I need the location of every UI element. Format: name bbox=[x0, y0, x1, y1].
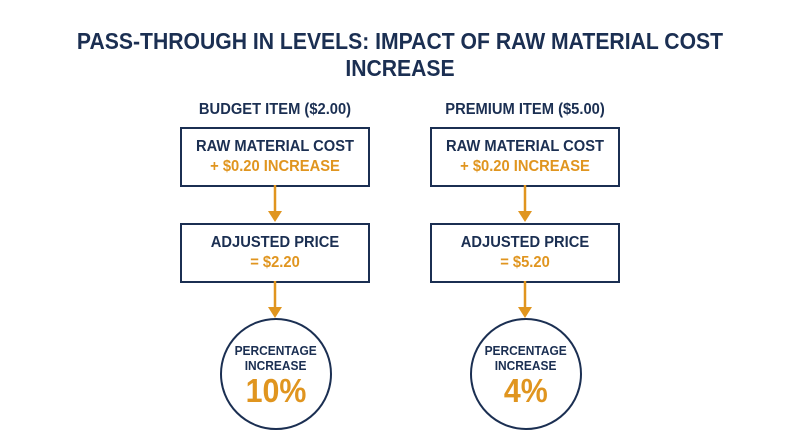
column-header: PREMIUM ITEM ($5.00) bbox=[445, 101, 605, 118]
circle-label: PERCENTAGE bbox=[234, 343, 318, 358]
down-arrow-icon bbox=[518, 185, 532, 222]
down-arrow-icon bbox=[268, 281, 282, 318]
down-arrow-icon bbox=[268, 185, 282, 222]
percentage-value: 10% bbox=[245, 372, 307, 409]
adjusted-price-box: ADJUSTED PRICE = $2.20 bbox=[180, 223, 370, 283]
circle-label: PERCENTAGE bbox=[484, 343, 568, 358]
box-label: RAW MATERIAL COST bbox=[195, 138, 355, 155]
down-arrow-icon bbox=[518, 281, 532, 318]
percentage-value: 4% bbox=[504, 372, 548, 409]
percentage-increase-circle: PERCENTAGE INCREASE 10% bbox=[220, 318, 332, 430]
box-value: = $2.20 bbox=[250, 254, 300, 271]
circle-label: INCREASE bbox=[495, 358, 557, 373]
box-label: RAW MATERIAL COST bbox=[445, 138, 605, 155]
percentage-increase-circle: PERCENTAGE INCREASE 4% bbox=[470, 318, 582, 430]
box-label: ADJUSTED PRICE bbox=[460, 234, 590, 251]
column-header: BUDGET ITEM ($2.00) bbox=[198, 101, 352, 118]
box-label: ADJUSTED PRICE bbox=[210, 234, 340, 251]
circle-label: INCREASE bbox=[245, 358, 307, 373]
raw-material-cost-box: RAW MATERIAL COST + $0.20 INCREASE bbox=[430, 127, 620, 187]
box-value: + $0.20 INCREASE bbox=[460, 158, 590, 175]
raw-material-cost-box: RAW MATERIAL COST + $0.20 INCREASE bbox=[180, 127, 370, 187]
diagram-title: PASS-THROUGH IN LEVELS: IMPACT OF RAW MA… bbox=[76, 28, 724, 81]
adjusted-price-box: ADJUSTED PRICE = $5.20 bbox=[430, 223, 620, 283]
premium-item-column: PREMIUM ITEM ($5.00) RAW MATERIAL COST +… bbox=[430, 0, 620, 447]
box-value: + $0.20 INCREASE bbox=[210, 158, 340, 175]
box-value: = $5.20 bbox=[500, 254, 550, 271]
budget-item-column: BUDGET ITEM ($2.00) RAW MATERIAL COST + … bbox=[180, 0, 370, 447]
